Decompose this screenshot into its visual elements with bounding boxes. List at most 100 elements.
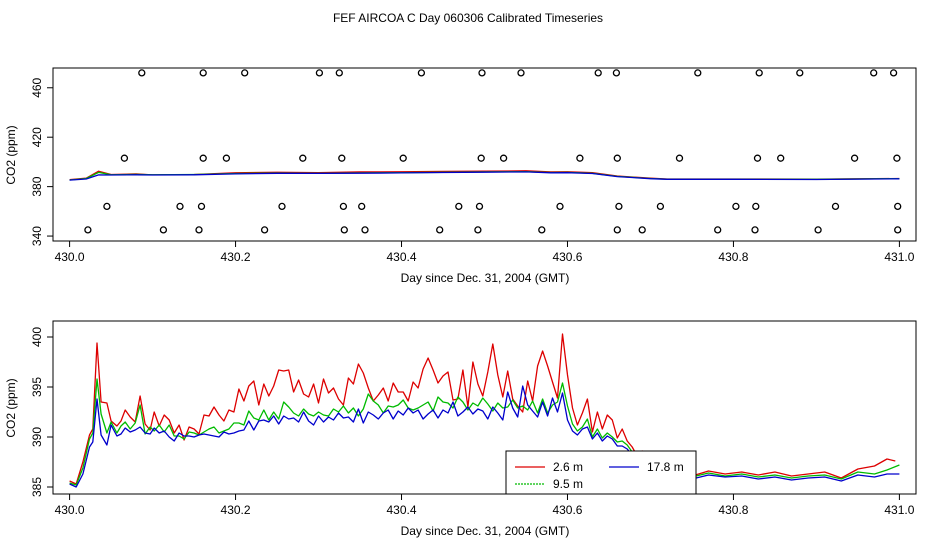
calibration-point <box>831 202 840 211</box>
calibration-point <box>638 226 646 234</box>
calibration-point <box>755 69 763 77</box>
calibration-point <box>777 154 785 162</box>
x-tick-label: 430.4 <box>387 250 417 264</box>
calibration-point <box>613 226 621 234</box>
calibration-point <box>199 69 207 77</box>
calibration-point <box>538 226 546 234</box>
series-line-17-8m <box>69 171 900 181</box>
plot-frame-bottom <box>52 320 917 495</box>
calibration-point <box>339 202 348 211</box>
x-tick-label: 430.8 <box>718 250 748 264</box>
calibration-point <box>751 226 759 234</box>
calibration-point <box>138 69 146 77</box>
panel-calibrated-points: 430.0 430.2 430.4 430.6 430.8 431.0 340 380 420… <box>4 67 917 285</box>
y-axis-top: 340 380 420 460 <box>30 77 54 246</box>
calibration-point <box>478 69 486 77</box>
calibration-points <box>84 69 902 234</box>
calibration-point <box>260 226 269 234</box>
calibration-point <box>199 154 207 162</box>
calibration-point <box>335 69 343 77</box>
calibration-point <box>612 69 621 77</box>
calibration-point <box>615 202 623 211</box>
calibration-point <box>477 154 485 162</box>
y-tick-label: 420 <box>30 127 44 147</box>
calibration-point <box>675 154 684 162</box>
calibration-point <box>338 154 346 162</box>
chart-title: FEF AIRCOA C Day 060306 Calibrated Times… <box>333 11 603 25</box>
calibration-point <box>340 226 348 234</box>
series-line-2-6m <box>69 333 896 485</box>
calibration-point <box>894 226 902 234</box>
calibration-point <box>576 154 584 162</box>
calibration-point <box>278 202 286 211</box>
calibration-point <box>195 226 203 234</box>
calibration-point <box>315 69 324 77</box>
y-tick-label: 385 <box>30 477 44 497</box>
calibration-point <box>197 202 206 211</box>
plot-frame-top <box>52 67 917 242</box>
x-axis-top: 430.0 430.2 430.4 430.6 430.8 431.0 <box>55 240 915 264</box>
calibration-point <box>889 69 898 77</box>
legend: 2.6 m 17.8 m 9.5 m <box>505 450 697 495</box>
calibration-point <box>499 154 508 162</box>
legend-label-2-6m: 2.6 m <box>553 460 583 474</box>
calibration-point <box>556 202 564 211</box>
y-tick-label: 395 <box>30 377 44 397</box>
legend-label-9-5m: 9.5 m <box>553 477 583 491</box>
y-axis-label-top: CO2 (ppm) <box>4 125 18 184</box>
calibration-point <box>752 202 760 211</box>
x-tick-label: 430.6 <box>552 503 582 517</box>
legend-box <box>505 450 697 495</box>
series-lines-top <box>69 170 900 181</box>
calibration-point <box>358 202 366 211</box>
x-tick-label: 430.0 <box>55 250 85 264</box>
x-tick-label: 431.0 <box>884 250 914 264</box>
calibration-point <box>103 202 111 211</box>
x-tick-label: 430.2 <box>221 503 251 517</box>
calibration-point <box>299 154 307 162</box>
calibration-point <box>176 202 184 211</box>
calibration-point <box>613 154 621 162</box>
calibration-point <box>694 69 702 77</box>
calibration-point <box>714 226 722 234</box>
calibration-point <box>436 226 444 234</box>
calibration-point <box>241 69 249 77</box>
y-tick-label: 390 <box>30 427 44 447</box>
calibration-point <box>159 226 168 234</box>
x-tick-label: 430.8 <box>718 503 748 517</box>
calibration-point <box>753 154 762 162</box>
calibration-point <box>84 226 92 234</box>
calibration-point <box>894 202 902 211</box>
y-tick-label: 400 <box>30 327 44 347</box>
calibration-point <box>399 154 407 162</box>
calibration-point <box>417 69 426 77</box>
calibration-point <box>656 202 665 211</box>
calibration-point <box>732 202 740 211</box>
calibration-point <box>850 154 859 162</box>
x-axis-label-bottom: Day since Dec. 31, 2004 (GMT) <box>401 524 570 538</box>
x-axis-label-top: Day since Dec. 31, 2004 (GMT) <box>401 271 570 285</box>
y-tick-label: 340 <box>30 226 44 246</box>
x-tick-label: 430.2 <box>221 250 251 264</box>
calibration-point <box>814 226 822 234</box>
calibration-point <box>120 154 129 162</box>
x-tick-label: 431.0 <box>884 503 914 517</box>
y-axis-label-bottom: CO2 (ppm) <box>4 378 18 437</box>
calibration-point <box>222 154 231 162</box>
calibration-point <box>796 69 804 77</box>
x-axis-bottom: 430.0 430.2 430.4 430.6 430.8 431.0 <box>55 493 915 517</box>
legend-label-17-8m: 17.8 m <box>647 460 684 474</box>
x-tick-label: 430.6 <box>552 250 582 264</box>
calibration-point <box>594 69 602 77</box>
panel-timeseries: 430.0 430.2 430.4 430.6 430.8 431.0 385 390 395… <box>4 320 917 538</box>
calibration-point <box>475 202 484 211</box>
y-axis-bottom: 385 390 395 400 <box>30 327 54 497</box>
series-line-9-5m <box>69 378 900 486</box>
calibration-point <box>361 226 369 234</box>
x-tick-label: 430.0 <box>55 503 85 517</box>
x-tick-label: 430.4 <box>387 503 417 517</box>
calibration-point <box>517 69 525 77</box>
calibration-point <box>870 69 878 77</box>
y-tick-label: 380 <box>30 176 44 196</box>
